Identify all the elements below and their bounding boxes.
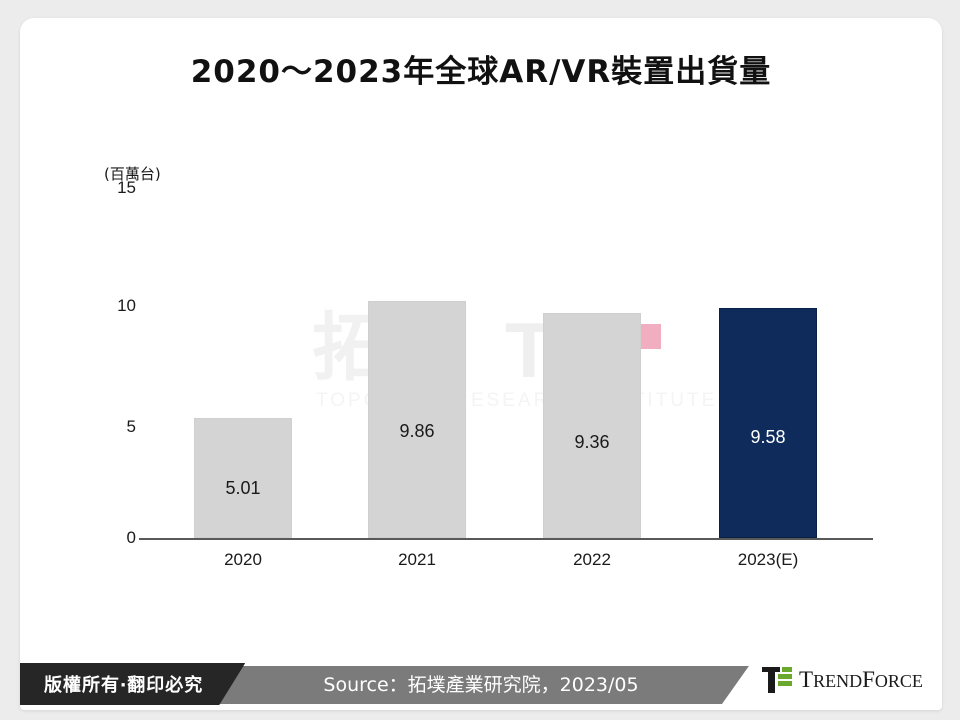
x-tick-label-2022: 2022 <box>573 550 611 569</box>
y-tick-label-0: 0 <box>126 528 136 547</box>
logo-letters-rend: REND <box>813 671 863 691</box>
x-axis-line <box>139 538 873 540</box>
bar-2021[interactable] <box>368 301 466 538</box>
bar-value-2022: 9.36 <box>574 432 610 452</box>
copyright-text: 版權所有‧翻印必究 <box>44 675 204 696</box>
page-title: 2020～2023年全球AR/VR裝置出貨量 <box>190 54 772 90</box>
slide-card: 2020～2023年全球AR/VR裝置出貨量 拓墣 TRi TOPOLOGY R… <box>20 18 942 710</box>
x-tick-label-2023e: 2023(E) <box>737 550 799 569</box>
y-tick-label-15: 15 <box>117 178 136 197</box>
bar-value-2023e: 9.58 <box>750 427 786 447</box>
source-text: Source：拓墣產業研究院，2023/05 <box>323 674 639 696</box>
x-tick-label-2020: 2020 <box>224 550 262 569</box>
bar-2020[interactable] <box>194 418 292 538</box>
bar-2023e[interactable] <box>719 308 817 538</box>
bar-value-2021: 9.86 <box>399 421 435 441</box>
logo-letter-f: F <box>862 667 875 692</box>
logo-letters-orce: ORCE <box>874 671 923 691</box>
bar-value-2020: 5.01 <box>225 478 261 498</box>
x-tick-label-2021: 2021 <box>398 550 436 569</box>
bar-chart: 拓墣 TRi TOPOLOGY RESEARCH INSTITUTE (百萬台)… <box>20 18 942 658</box>
trendforce-logo-text: TRENDFORCE <box>799 667 923 693</box>
y-tick-label-10: 10 <box>117 296 136 315</box>
y-axis-unit-label: (百萬台) <box>104 165 161 183</box>
trendforce-logo-mark-icon <box>762 667 792 693</box>
trendforce-logo: TRENDFORCE <box>722 656 942 704</box>
logo-letter-t: T <box>799 667 814 692</box>
copyright-badge: 版權所有‧翻印必究 <box>20 663 245 705</box>
y-tick-label-5: 5 <box>126 417 136 436</box>
bar-2022[interactable] <box>543 313 641 538</box>
